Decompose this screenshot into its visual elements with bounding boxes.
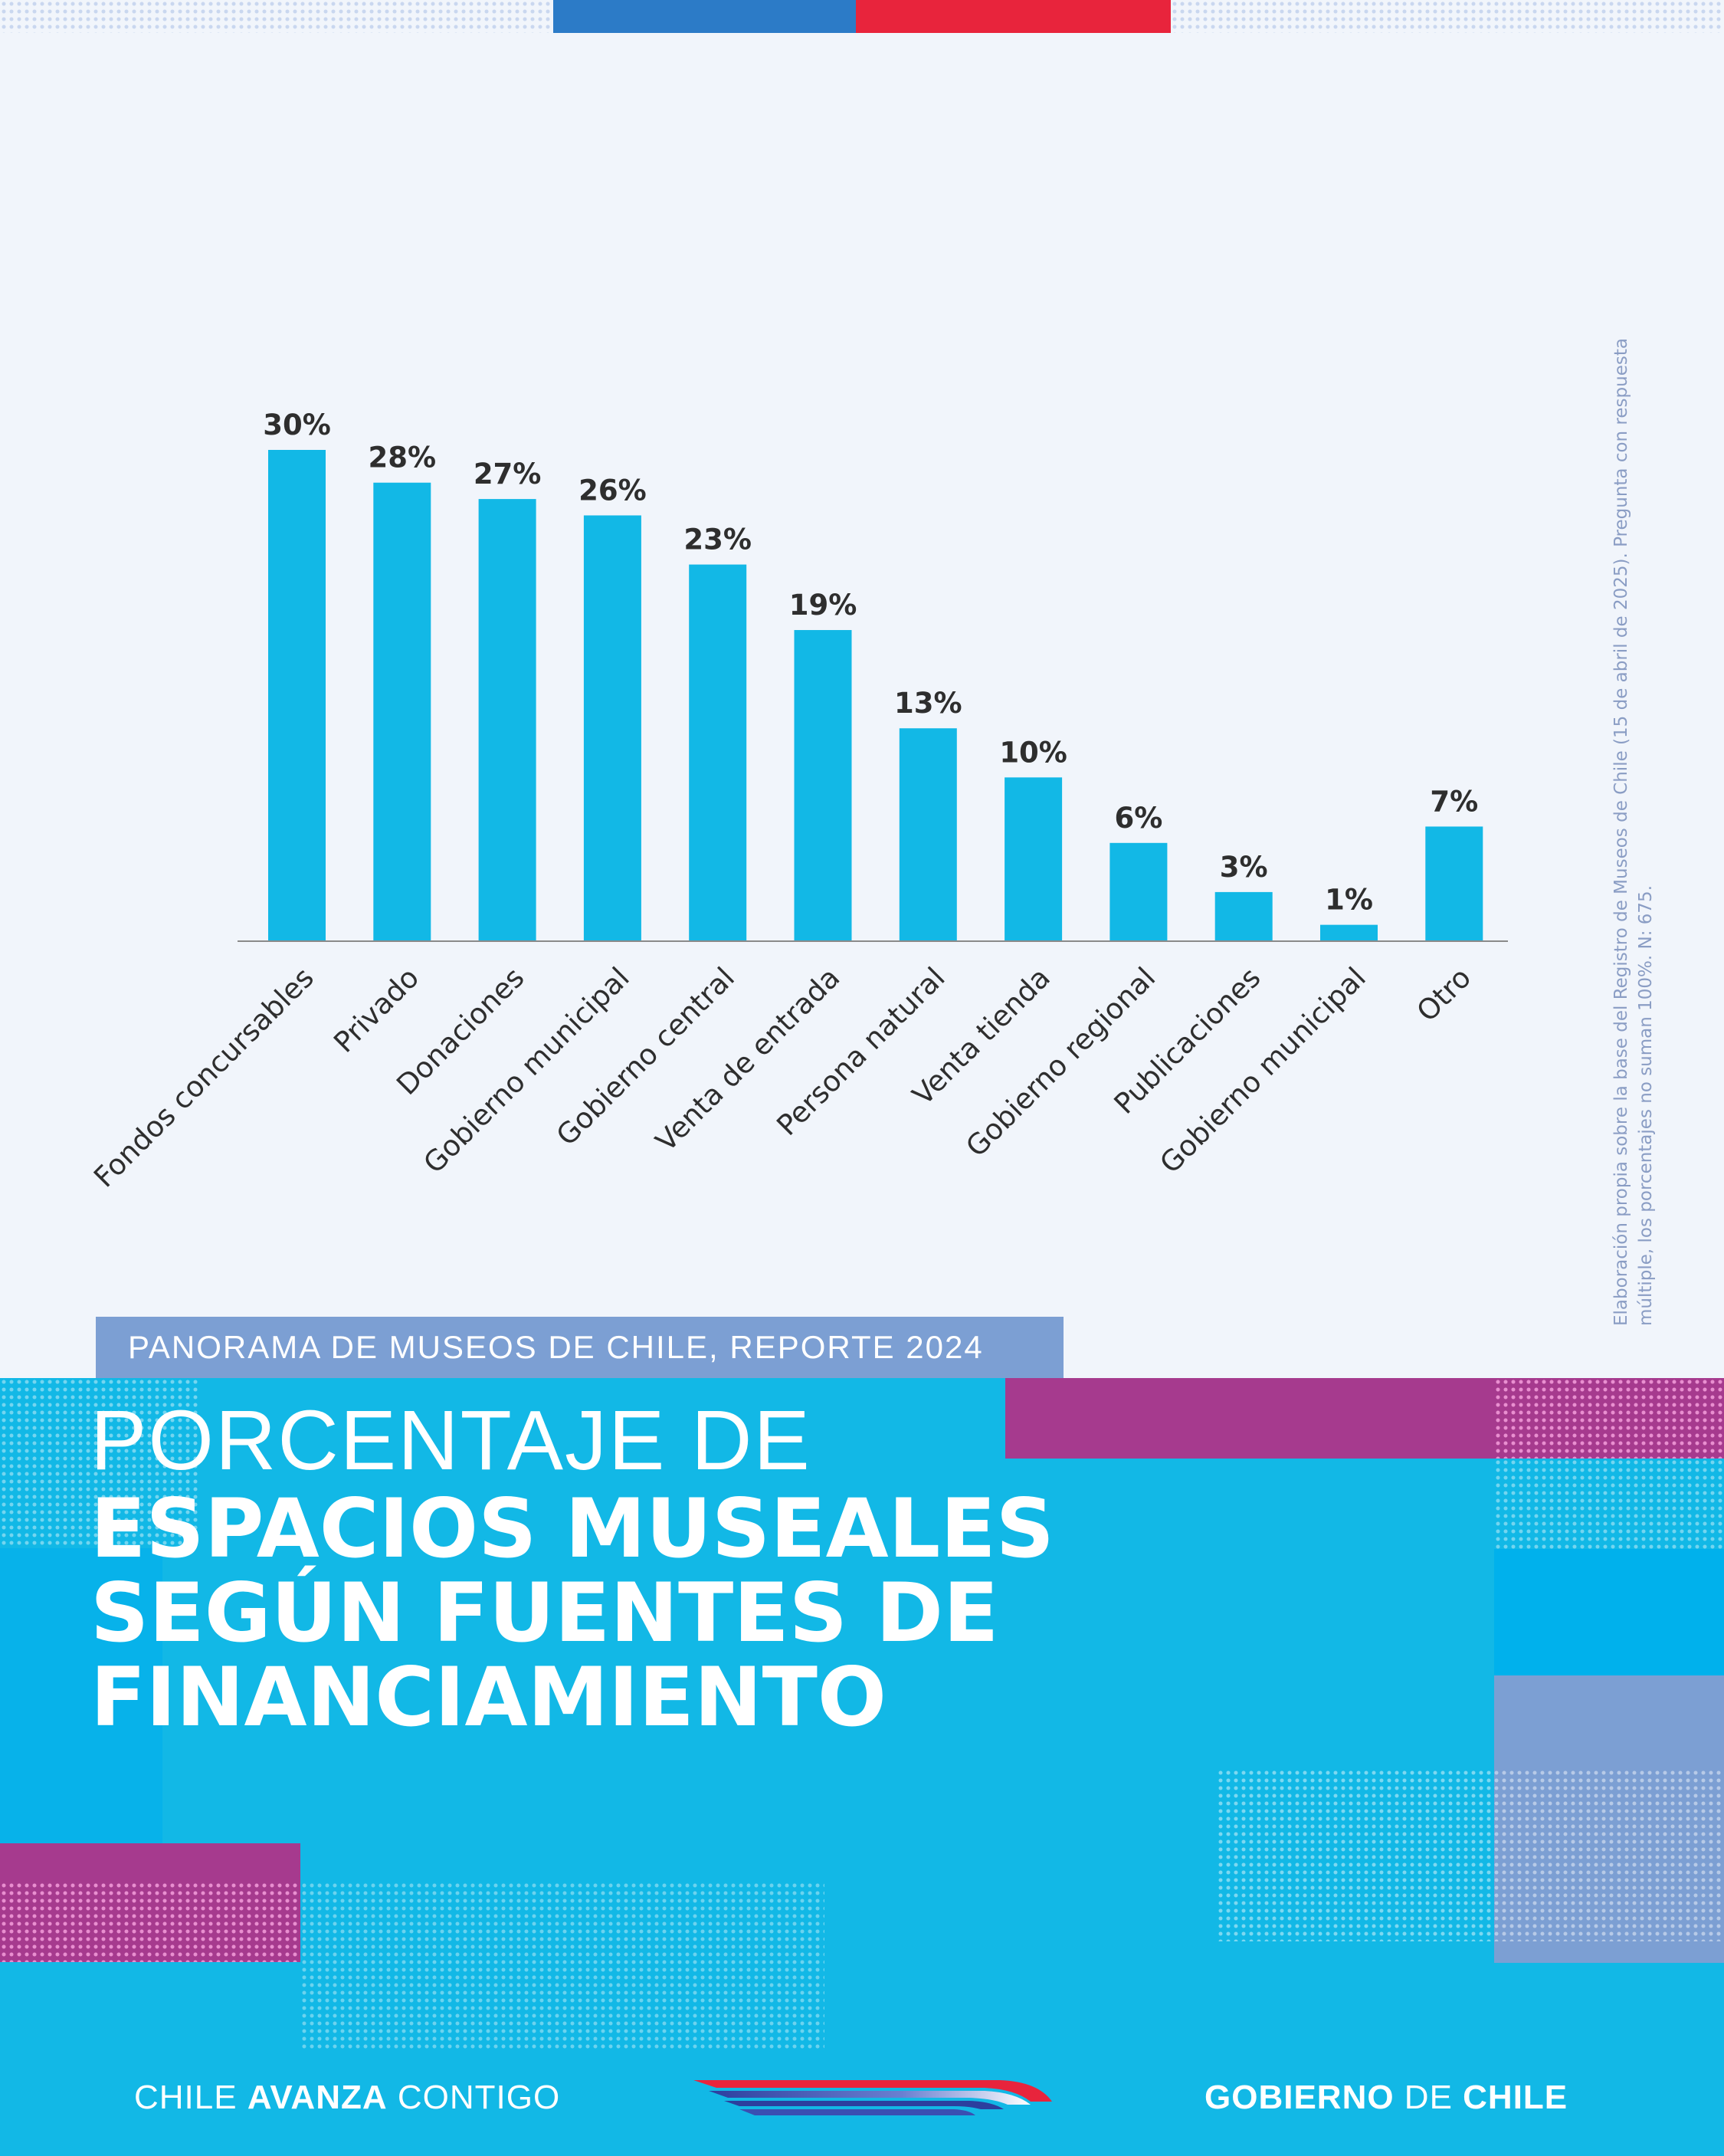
bar-10 [1214, 891, 1273, 941]
bar-6 [794, 630, 852, 941]
bar-value-label-9: 6% [1114, 802, 1162, 835]
bar-5 [689, 564, 747, 941]
page-title: PORCENTAJE DE ESPACIOS MUSEALES SEGÚN FU… [90, 1395, 1240, 1740]
wordmark-part-2: DE [1394, 2079, 1463, 2116]
bar-8 [1005, 777, 1063, 941]
magenta-dots-bottom [0, 1882, 300, 1962]
category-label-11: Gobierno municipal [1154, 961, 1372, 1180]
title-line-1: PORCENTAJE DE [90, 1393, 811, 1488]
category-label-4: Gobierno municipal [417, 961, 635, 1180]
title-line-3: SEGÚN FUENTES DE [90, 1566, 999, 1660]
bar-1 [268, 450, 326, 941]
bar-value-label-2: 28% [369, 441, 437, 474]
bar-7 [899, 728, 957, 941]
panel-dots-right-upper [1494, 1459, 1724, 1549]
bar-chart: 30%Fondos concursables28%Privado27%Donac… [87, 409, 1508, 1194]
category-label-1: Fondos concursables [87, 961, 320, 1194]
bar-value-label-5: 23% [683, 523, 752, 556]
flag-stripe-blue [553, 0, 856, 33]
slogan-part-2: AVANZA [247, 2079, 388, 2116]
bar-value-label-6: 19% [789, 589, 857, 622]
bar-4 [583, 515, 641, 941]
bar-value-label-11: 1% [1325, 884, 1373, 917]
panel-dots-bottom [300, 1882, 824, 2052]
magenta-block-top [1005, 1378, 1494, 1459]
report-tag: PANORAMA DE MUSEOS DE CHILE, REPORTE 202… [96, 1317, 1064, 1378]
bar-11 [1320, 924, 1378, 941]
periwinkle-block [1494, 1675, 1724, 1963]
category-label-6: Venta de entrada [649, 961, 846, 1158]
title-line-2: ESPACIOS MUSEALES [90, 1482, 1054, 1576]
bar-3 [478, 499, 536, 941]
deep-cyan-block [1494, 1549, 1724, 1675]
category-label-12: Otro [1411, 961, 1477, 1028]
bar-value-label-4: 26% [578, 474, 647, 507]
slogan: CHILE AVANZA CONTIGO [134, 2079, 560, 2117]
bar-value-label-12: 7% [1430, 785, 1478, 818]
bar-value-label-1: 30% [263, 409, 331, 441]
panel-dots-left [0, 1378, 201, 1548]
slogan-part-1: CHILE [134, 2079, 247, 2116]
title-line-4: FINANCIAMIENTO [90, 1650, 887, 1744]
bar-value-label-10: 3% [1220, 851, 1268, 884]
source-note: Elaboración propia sobre la base del Reg… [1611, 338, 1656, 1326]
bar-9 [1109, 842, 1168, 941]
panel-shade-left [0, 1548, 162, 1843]
category-label-5: Gobierno central [550, 961, 741, 1152]
government-logo-mark [693, 2080, 1052, 2115]
government-wordmark: GOBIERNO DE CHILE [1205, 2079, 1568, 2117]
category-label-2: Privado [327, 961, 425, 1059]
slogan-part-3: CONTIGO [387, 2079, 561, 2116]
bar-value-label-7: 13% [894, 687, 962, 720]
top-dot-pattern-left [0, 0, 553, 33]
bar-value-label-3: 27% [474, 458, 542, 491]
bar-value-label-8: 10% [999, 736, 1067, 769]
bar-2 [373, 482, 431, 941]
category-label-9: Gobierno regional [959, 961, 1162, 1163]
panel-dots-right-lower [1217, 1769, 1724, 1941]
wordmark-part-1: GOBIERNO [1205, 2079, 1395, 2116]
top-dot-pattern-right [1171, 0, 1724, 33]
bar-12 [1425, 826, 1483, 941]
bottom-panel [0, 1378, 1724, 2156]
flag-stripe-red [856, 0, 1171, 33]
wordmark-part-3: CHILE [1463, 2079, 1568, 2116]
magenta-dots-top [1494, 1378, 1724, 1459]
